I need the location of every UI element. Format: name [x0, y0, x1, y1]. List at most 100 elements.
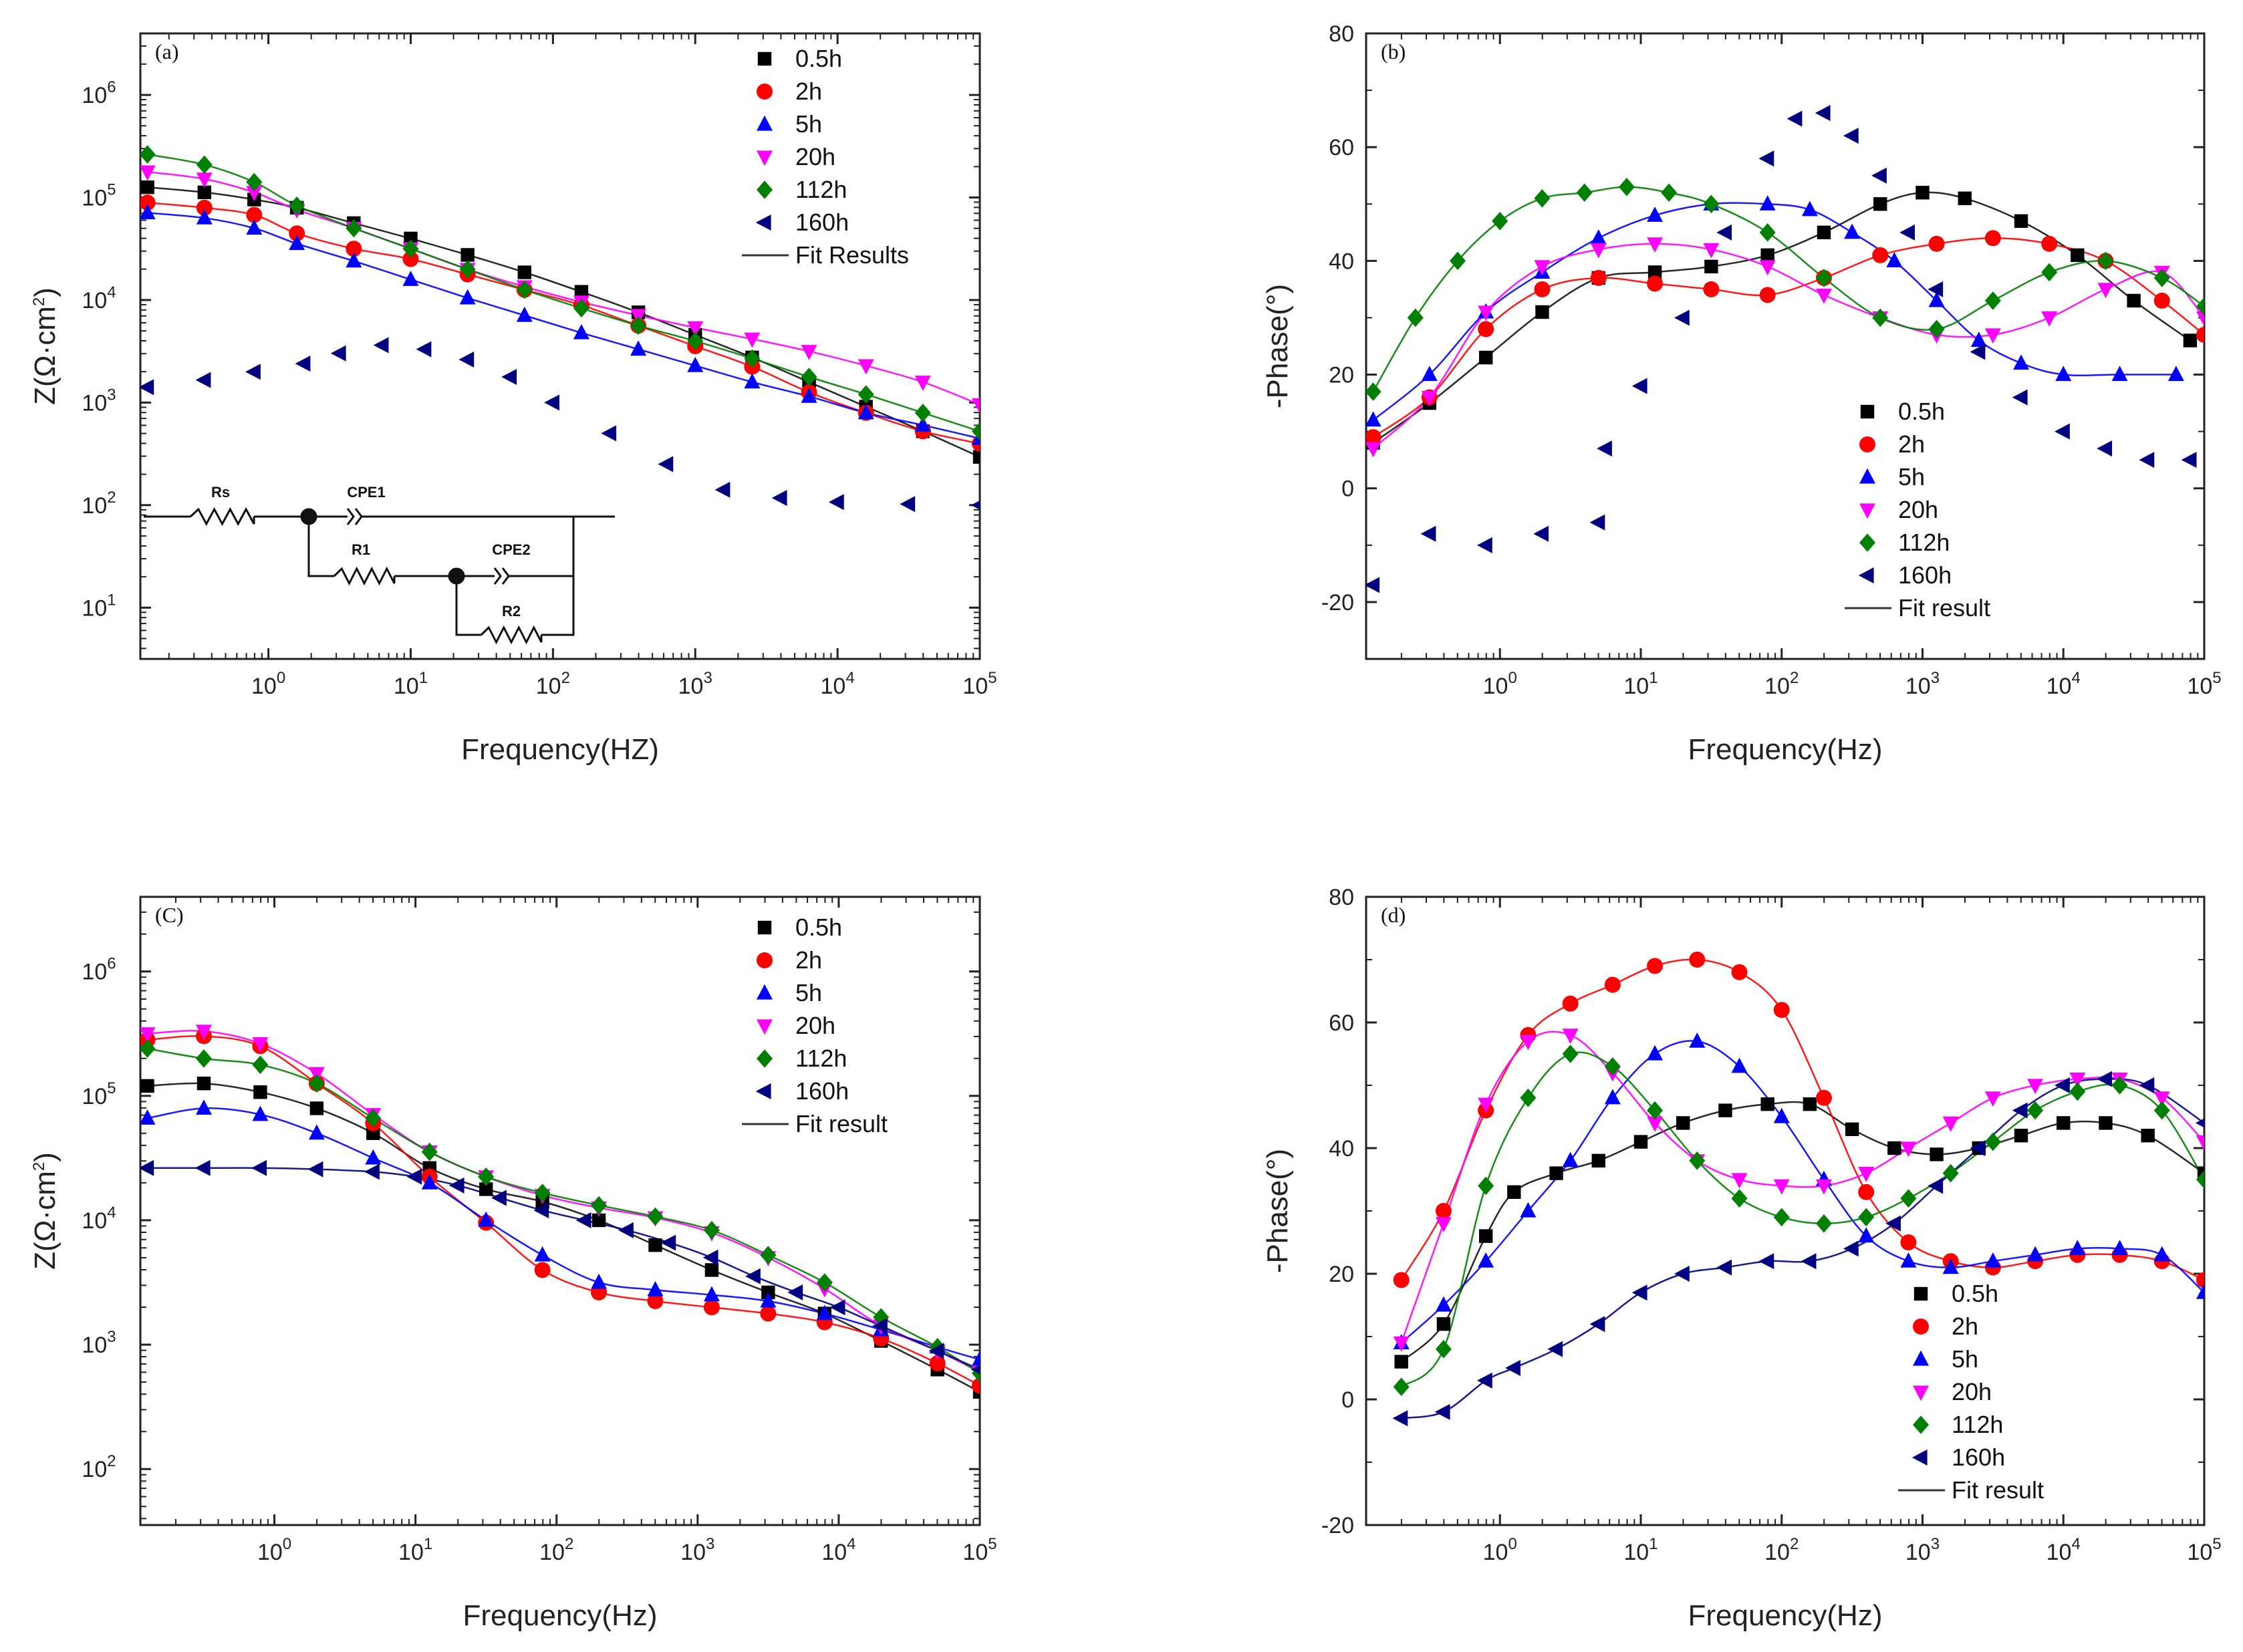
data-point — [2097, 251, 2114, 271]
data-point — [459, 289, 476, 305]
data-point — [1689, 1151, 1706, 1170]
data-point — [816, 1273, 833, 1292]
data-point — [365, 1149, 382, 1165]
data-point — [2012, 1102, 2028, 1119]
data-point — [1928, 281, 1944, 297]
data-point — [2069, 1082, 2086, 1101]
data-point — [591, 1213, 606, 1228]
data-point — [1476, 537, 1492, 553]
legend-label: 160h — [1952, 1443, 2005, 1471]
x-tick-exponent: 5 — [2212, 1535, 2221, 1553]
panel-label: (a) — [155, 39, 179, 63]
data-point — [1942, 1163, 1959, 1183]
y-axis-title: Z(Ω·cm2) — [29, 1152, 61, 1270]
legend-marker — [757, 84, 773, 100]
legend-marker — [757, 952, 773, 968]
data-point — [744, 332, 761, 348]
data-point — [1647, 206, 1664, 222]
legend-marker — [1911, 1450, 1928, 1466]
y-tick-base: 10 — [82, 493, 107, 519]
data-point — [195, 1024, 212, 1041]
x-tick-base: 10 — [398, 1540, 424, 1565]
x-tick-base: 10 — [1483, 1540, 1508, 1565]
data-point — [2041, 311, 2058, 327]
data-point — [744, 349, 761, 368]
cpe2-label: CPE2 — [492, 541, 530, 558]
data-point — [246, 186, 263, 202]
x-tick-base: 10 — [680, 1540, 706, 1565]
series-20h — [140, 165, 980, 414]
data-point — [2027, 1079, 2044, 1095]
data-point — [2111, 366, 2128, 382]
plot-frame — [1365, 32, 2206, 660]
data-point — [1716, 1259, 1732, 1276]
data-point — [702, 1249, 718, 1266]
data-point — [1928, 291, 1945, 307]
y-tick-exponent: 3 — [107, 386, 116, 404]
x-tick-exponent: 1 — [1649, 1535, 1658, 1553]
data-point — [140, 145, 156, 164]
data-point — [140, 180, 154, 194]
data-point — [1534, 281, 1551, 297]
fit-curve-20h — [147, 170, 980, 406]
data-point — [1434, 1403, 1450, 1420]
data-point — [1562, 1151, 1579, 1167]
equivalent-circuit — [144, 507, 615, 645]
data-point — [479, 1182, 493, 1196]
data-point — [2196, 297, 2204, 316]
data-point — [1562, 1045, 1579, 1063]
series-5h — [140, 204, 980, 445]
data-point — [246, 206, 263, 223]
x-tick-label: 103 — [1905, 669, 1940, 699]
legend-label: 0.5h — [1898, 398, 1945, 425]
data-point — [1476, 1372, 1492, 1389]
y-tick-exponent: 4 — [107, 1204, 116, 1222]
data-point — [1843, 1240, 1859, 1257]
data-point — [1815, 1089, 1832, 1106]
data-point — [252, 1037, 269, 1053]
legend-marker — [1859, 436, 1875, 452]
rs-label: Rs — [211, 484, 230, 501]
data-point — [1661, 183, 1678, 202]
data-point — [760, 1305, 777, 1322]
y-tick-label: 105 — [82, 1079, 116, 1109]
data-point — [2057, 1116, 2071, 1130]
x-tick-base: 10 — [962, 674, 988, 699]
data-point — [1899, 224, 1916, 241]
data-point — [1942, 1258, 1959, 1274]
y-tick-exponent: 4 — [107, 283, 116, 301]
fit-curve-0.5h — [1400, 1101, 2204, 1363]
data-point — [1535, 305, 1549, 319]
data-point — [2196, 1170, 2204, 1189]
data-point — [801, 345, 817, 360]
data-point — [544, 394, 559, 411]
x-tick-base: 10 — [1623, 674, 1649, 699]
data-point — [2097, 283, 2114, 299]
data-point — [1758, 1253, 1774, 1270]
series-2h — [140, 1028, 980, 1394]
data-point — [245, 364, 261, 380]
x-tick-exponent: 3 — [706, 1535, 714, 1553]
data-point — [1647, 237, 1664, 253]
y-axis-title-end: ) — [29, 287, 61, 297]
x-tick-exponent: 4 — [2071, 669, 2080, 687]
series-160h — [140, 1159, 980, 1375]
data-point — [307, 1161, 323, 1178]
y-tick-base: 10 — [82, 186, 107, 211]
data-point — [533, 1202, 549, 1219]
plot-frame — [1365, 896, 2206, 1526]
data-point — [1787, 110, 1803, 127]
data-point — [516, 306, 533, 322]
x-tick-label: 103 — [1905, 1535, 1940, 1565]
data-point — [140, 1109, 156, 1125]
legend-marker — [1913, 1415, 1929, 1434]
data-point — [1718, 1103, 1732, 1117]
x-tick-base: 10 — [536, 674, 561, 699]
data-point — [1928, 1178, 1944, 1194]
data-point — [491, 1190, 507, 1206]
data-point — [1421, 366, 1438, 382]
y-tick-exponent: 6 — [107, 78, 116, 96]
data-point — [1478, 305, 1494, 321]
data-point — [972, 398, 980, 414]
data-point — [1900, 1234, 1917, 1250]
